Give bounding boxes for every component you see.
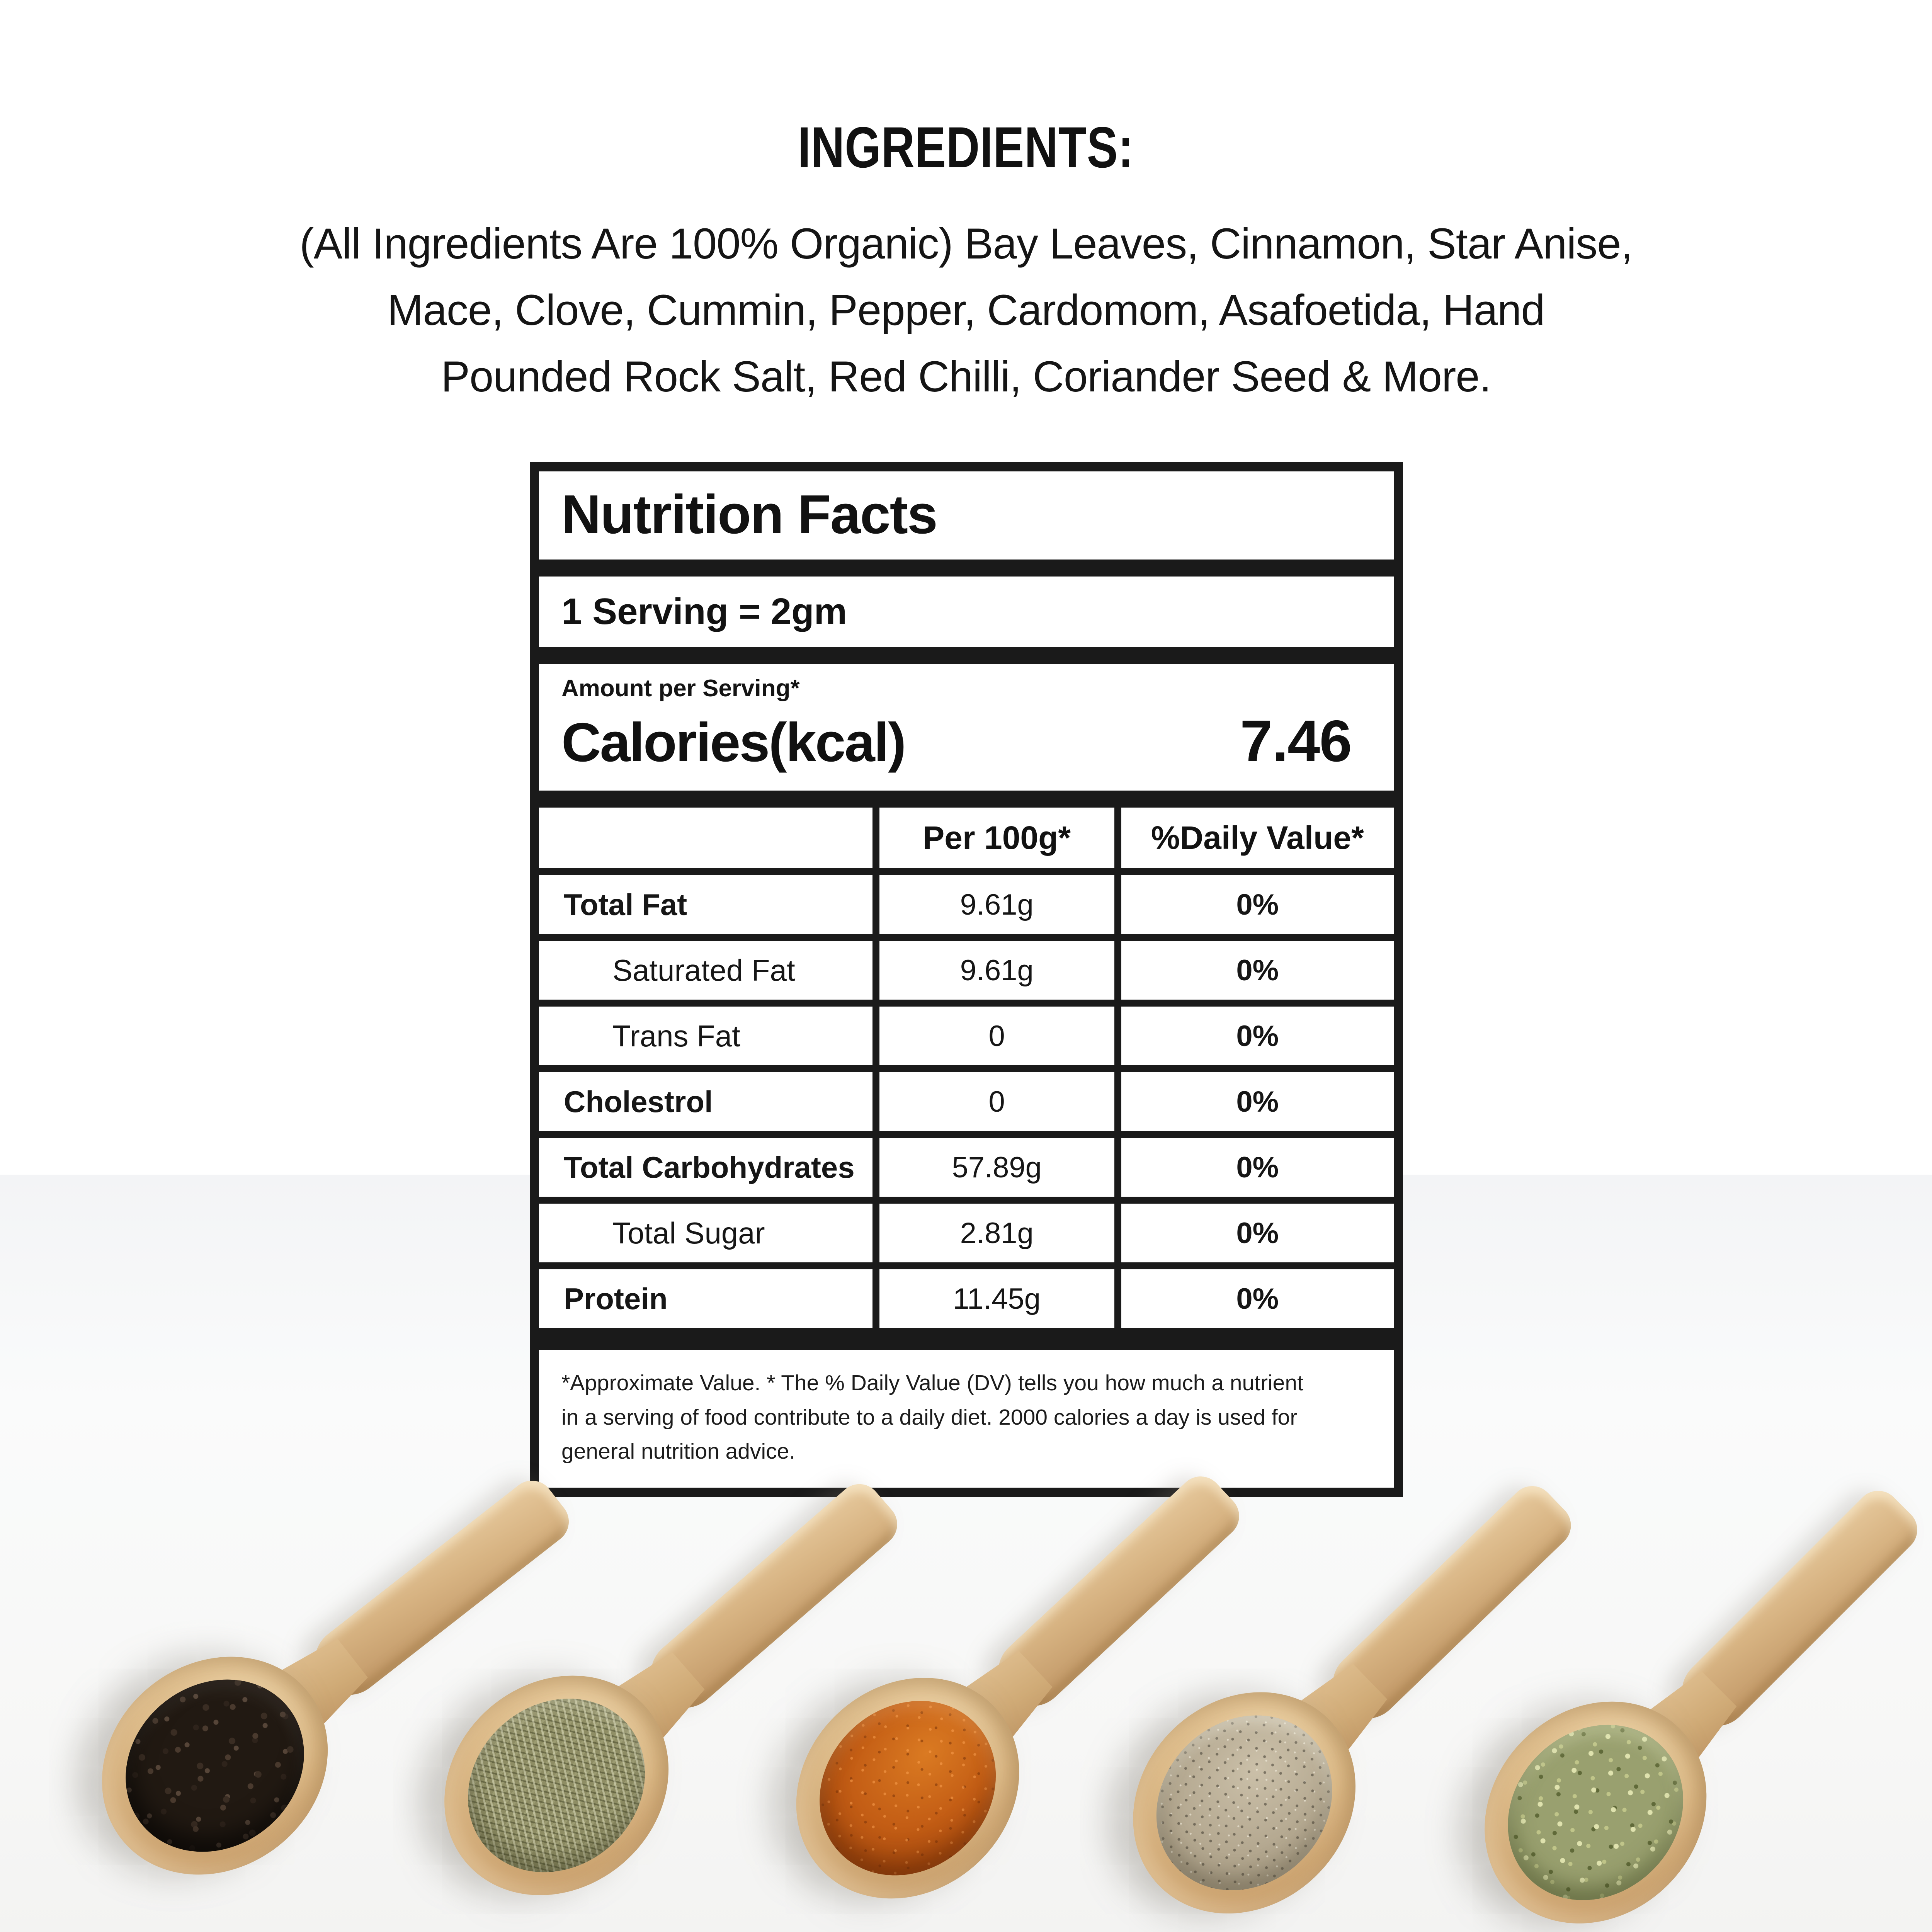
calories-row: Calories(kcal) 7.46 — [561, 707, 1371, 775]
calories-value: 7.46 — [1240, 708, 1352, 774]
ingredients-paragraph: (All Ingredients Are 100% Organic) Bay L… — [0, 211, 1932, 410]
serving-size: 1 Serving = 2gm — [561, 591, 847, 632]
column-header-per-100g: Per 100g* — [872, 808, 1114, 868]
calories-label: Calories(kcal) — [561, 712, 906, 773]
nutrient-daily-value: 0% — [1114, 1065, 1394, 1131]
nutrient-label: Total Sugar — [539, 1197, 872, 1262]
nutrient-label: Cholestrol — [539, 1065, 872, 1131]
nutrient-label: Saturated Fat — [539, 934, 872, 1000]
nutrient-label: Total Fat — [539, 868, 872, 934]
divider-band — [539, 791, 1394, 808]
nutrient-per100g: 0 — [872, 1000, 1114, 1066]
amount-per-serving-label: Amount per Serving* — [561, 675, 800, 702]
nutrient-daily-value: 0% — [1114, 1262, 1394, 1328]
nutrition-facts-title: Nutrition Facts — [561, 484, 938, 545]
daily-value-footnote: *Approximate Value. * The % Daily Value … — [561, 1371, 1303, 1464]
nutrient-daily-value: 0% — [1114, 1197, 1394, 1263]
nutrient-per100g: 2.81g — [872, 1197, 1114, 1263]
divider-band — [539, 1328, 1394, 1350]
divider-band — [539, 647, 1394, 664]
column-header-daily-value: %Daily Value* — [1114, 808, 1394, 868]
nutrient-label: Protein — [539, 1262, 872, 1328]
divider-band — [539, 560, 1394, 577]
ingredients-heading-wrap: INGREDIENTS: — [0, 114, 1932, 181]
nutrient-per100g: 57.89g — [872, 1131, 1114, 1197]
column-header-empty — [539, 808, 872, 868]
ingredients-heading: INGREDIENTS: — [798, 115, 1134, 180]
nutrient-label: Trans Fat — [539, 1000, 872, 1065]
nutrient-per100g: 11.45g — [872, 1262, 1114, 1328]
nutrient-per100g: 0 — [872, 1065, 1114, 1131]
nutrient-daily-value: 0% — [1114, 934, 1394, 1000]
ingredients-line: Pounded Rock Salt, Red Chilli, Coriander… — [441, 352, 1491, 401]
calories-section: Amount per Serving* Calories(kcal) 7.46 — [539, 664, 1394, 791]
nutrient-daily-value: 0% — [1114, 868, 1394, 934]
nutrient-label: Total Carbohydrates — [539, 1131, 872, 1197]
nutrient-per100g: 9.61g — [872, 868, 1114, 934]
nutrient-table: Per 100g* %Daily Value* Total Fat 9.61g … — [539, 808, 1394, 1328]
ingredients-line: Mace, Clove, Cummin, Pepper, Cardomom, A… — [387, 286, 1545, 334]
nutrient-daily-value: 0% — [1114, 1131, 1394, 1197]
nutrient-daily-value: 0% — [1114, 1000, 1394, 1066]
nutrition-facts-panel: Nutrition Facts 1 Serving = 2gm Amount p… — [530, 462, 1403, 1497]
ingredients-line: (All Ingredients Are 100% Organic) Bay L… — [299, 219, 1633, 268]
nutrient-per100g: 9.61g — [872, 934, 1114, 1000]
